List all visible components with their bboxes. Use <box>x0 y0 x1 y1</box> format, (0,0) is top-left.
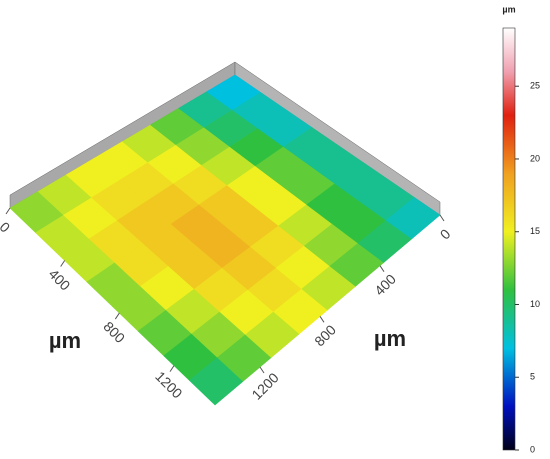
colorbar-tick-label: 10 <box>530 299 540 309</box>
colorbar <box>502 27 516 451</box>
x-tick <box>114 312 120 320</box>
y-tick-label: 1200 <box>248 369 281 402</box>
y-tick <box>439 214 445 222</box>
y-tick <box>319 316 325 323</box>
x-tick-label: 400 <box>46 266 74 294</box>
y-tick-label: 400 <box>371 271 399 299</box>
colorbar-tick-label: 25 <box>530 81 540 91</box>
y-tick-label: 800 <box>311 321 339 349</box>
colorbar-tick-label: 5 <box>530 372 535 382</box>
y-axis-label: µm <box>374 326 406 351</box>
y-tick <box>379 265 385 272</box>
colorbar-tick-label: 15 <box>530 226 540 236</box>
colorbar-tick-label: 0 <box>530 444 535 454</box>
x-tick <box>60 260 66 267</box>
colorbar-label: µm <box>502 4 515 14</box>
x-tick-label: 1200 <box>152 368 185 401</box>
x-tick <box>5 207 11 215</box>
y-tick <box>259 366 265 374</box>
x-tick-label: 800 <box>100 318 128 346</box>
x-tick <box>169 365 175 372</box>
y-tick-label: 0 <box>437 226 454 243</box>
x-tick-label: 0 <box>0 219 13 236</box>
colorbar-tick-label: 20 <box>530 153 540 163</box>
x-axis-label: µm <box>49 328 81 353</box>
